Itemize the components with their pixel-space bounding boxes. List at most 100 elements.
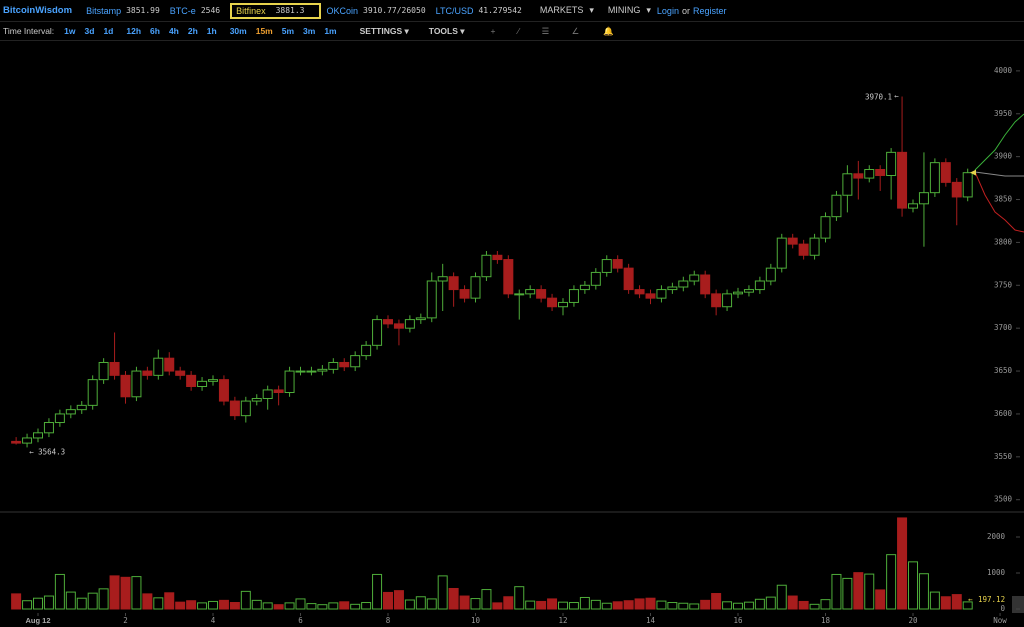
volume-bar	[590, 599, 601, 610]
volume-bar	[634, 598, 645, 610]
candle-body	[743, 289, 754, 293]
candle-body	[426, 280, 437, 319]
volume-bar	[197, 602, 208, 610]
ticker-name[interactable]: BTC-e	[169, 5, 196, 16]
alert-icon[interactable]: 🔔	[603, 25, 614, 36]
y-tick-label: 3700	[994, 323, 1013, 332]
low-label: 3564.3	[38, 447, 65, 456]
candle-body	[951, 181, 962, 198]
volume-bar	[962, 601, 973, 610]
interval-button[interactable]: 1w	[64, 26, 76, 36]
high-arrow: ←	[894, 92, 899, 101]
candle-body	[842, 173, 853, 196]
y-tick-label: 3500	[994, 495, 1013, 504]
candle-body	[131, 370, 142, 398]
brand[interactable]: BitcoinWisdom	[3, 5, 73, 16]
volume-bar	[361, 602, 372, 610]
volume-bar	[415, 596, 426, 610]
volume-bar	[273, 604, 284, 610]
menu-label[interactable]: SETTINGS	[359, 25, 403, 36]
interval-button[interactable]: 6h	[150, 26, 160, 36]
volume-bar	[929, 591, 940, 610]
x-tick-label: 8	[386, 616, 391, 625]
interval-button[interactable]: 5m	[281, 26, 295, 36]
y-tick-label: 3550	[994, 452, 1013, 461]
candle-body	[514, 293, 525, 296]
scroll-handle[interactable]	[1012, 596, 1024, 613]
ticker-name[interactable]: OKCoin	[326, 5, 359, 16]
candle-body	[634, 289, 645, 295]
menu-label[interactable]: TOOLS	[428, 25, 458, 36]
volume-y-tick-label: 2000	[987, 532, 1006, 541]
ticker-name[interactable]: Bitfinex	[236, 5, 266, 16]
volume-bar	[470, 598, 481, 610]
volume-y-tick-label: 0	[1000, 604, 1005, 613]
volume-arrow: ←	[968, 595, 973, 604]
interval-button[interactable]: 3m	[303, 26, 316, 36]
volume-bar	[864, 573, 875, 610]
volume-bar	[722, 601, 733, 610]
x-tick-label: 18	[821, 616, 831, 625]
interval-button[interactable]: 30m	[229, 26, 247, 36]
y-tick-label: 3900	[994, 152, 1013, 161]
ticker-selected[interactable]: Bitfinex 3881.3	[230, 2, 321, 19]
volume-bar	[175, 601, 186, 610]
interval-button[interactable]: 12h	[126, 26, 142, 36]
interval-button[interactable]: 2h	[187, 26, 198, 36]
volume-bar	[426, 598, 437, 610]
candle-body	[448, 276, 459, 291]
volume-bar	[317, 604, 328, 610]
depth-asks	[974, 171, 1024, 233]
candle-body	[722, 293, 733, 308]
candle-body	[33, 432, 44, 439]
volume-bar	[208, 600, 219, 610]
ticker-name[interactable]: LTC/USD	[435, 5, 474, 16]
volume-bar	[295, 598, 306, 610]
candle-body	[437, 276, 448, 282]
x-tick-label: 12	[558, 616, 567, 625]
volume-bar	[372, 573, 383, 610]
candle-body	[864, 169, 875, 179]
menu[interactable]: MINING ▾	[607, 5, 651, 15]
volume-bar	[853, 572, 864, 610]
volume-bar	[940, 596, 951, 610]
volume-bar	[142, 593, 153, 610]
volume-bar	[667, 602, 678, 610]
volume-bar	[809, 603, 820, 610]
volume-bar	[240, 590, 251, 610]
candle-body	[601, 259, 612, 273]
volume-bar	[459, 595, 470, 610]
menu[interactable]: SETTINGS ▾	[359, 25, 409, 36]
ticker-name[interactable]: Bitstamp	[86, 5, 122, 16]
interval-button[interactable]: 1h	[206, 26, 217, 36]
volume-bar	[754, 598, 765, 610]
login-link[interactable]: Login	[656, 5, 679, 16]
candle-body	[700, 274, 711, 295]
volume-bar	[186, 600, 197, 610]
candle-body	[22, 437, 33, 444]
menu-label[interactable]: MARKETS	[539, 5, 584, 15]
candle-body	[667, 286, 678, 291]
candle-body	[98, 361, 109, 381]
top-bar: BitcoinWisdom Bitstamp 3851.99 BTC-e 2546 …	[0, 0, 1024, 22]
drawing-tools[interactable]: + ⁄ ☰ ∠	[490, 25, 590, 36]
candle-body	[612, 259, 623, 269]
menu[interactable]: MARKETS ▾	[539, 5, 594, 15]
menu-label[interactable]: MINING	[607, 5, 641, 15]
candle-body	[492, 254, 503, 261]
or-text: or	[681, 5, 690, 16]
menu[interactable]: TOOLS ▾	[428, 25, 465, 36]
interval-button[interactable]: 15m	[255, 26, 273, 36]
candle-body	[754, 280, 765, 291]
volume-bar	[164, 592, 175, 610]
x-tick-label: Now	[993, 616, 1007, 625]
interval-button[interactable]: 4h	[168, 26, 179, 36]
interval-button[interactable]: 1m	[324, 26, 337, 36]
volume-bar	[22, 600, 33, 610]
volume-bar	[54, 573, 65, 610]
candle-body	[481, 254, 492, 278]
interval-button[interactable]: 1d	[103, 26, 114, 36]
register-link[interactable]: Register	[692, 5, 727, 16]
interval-button[interactable]: 3d	[84, 26, 95, 36]
